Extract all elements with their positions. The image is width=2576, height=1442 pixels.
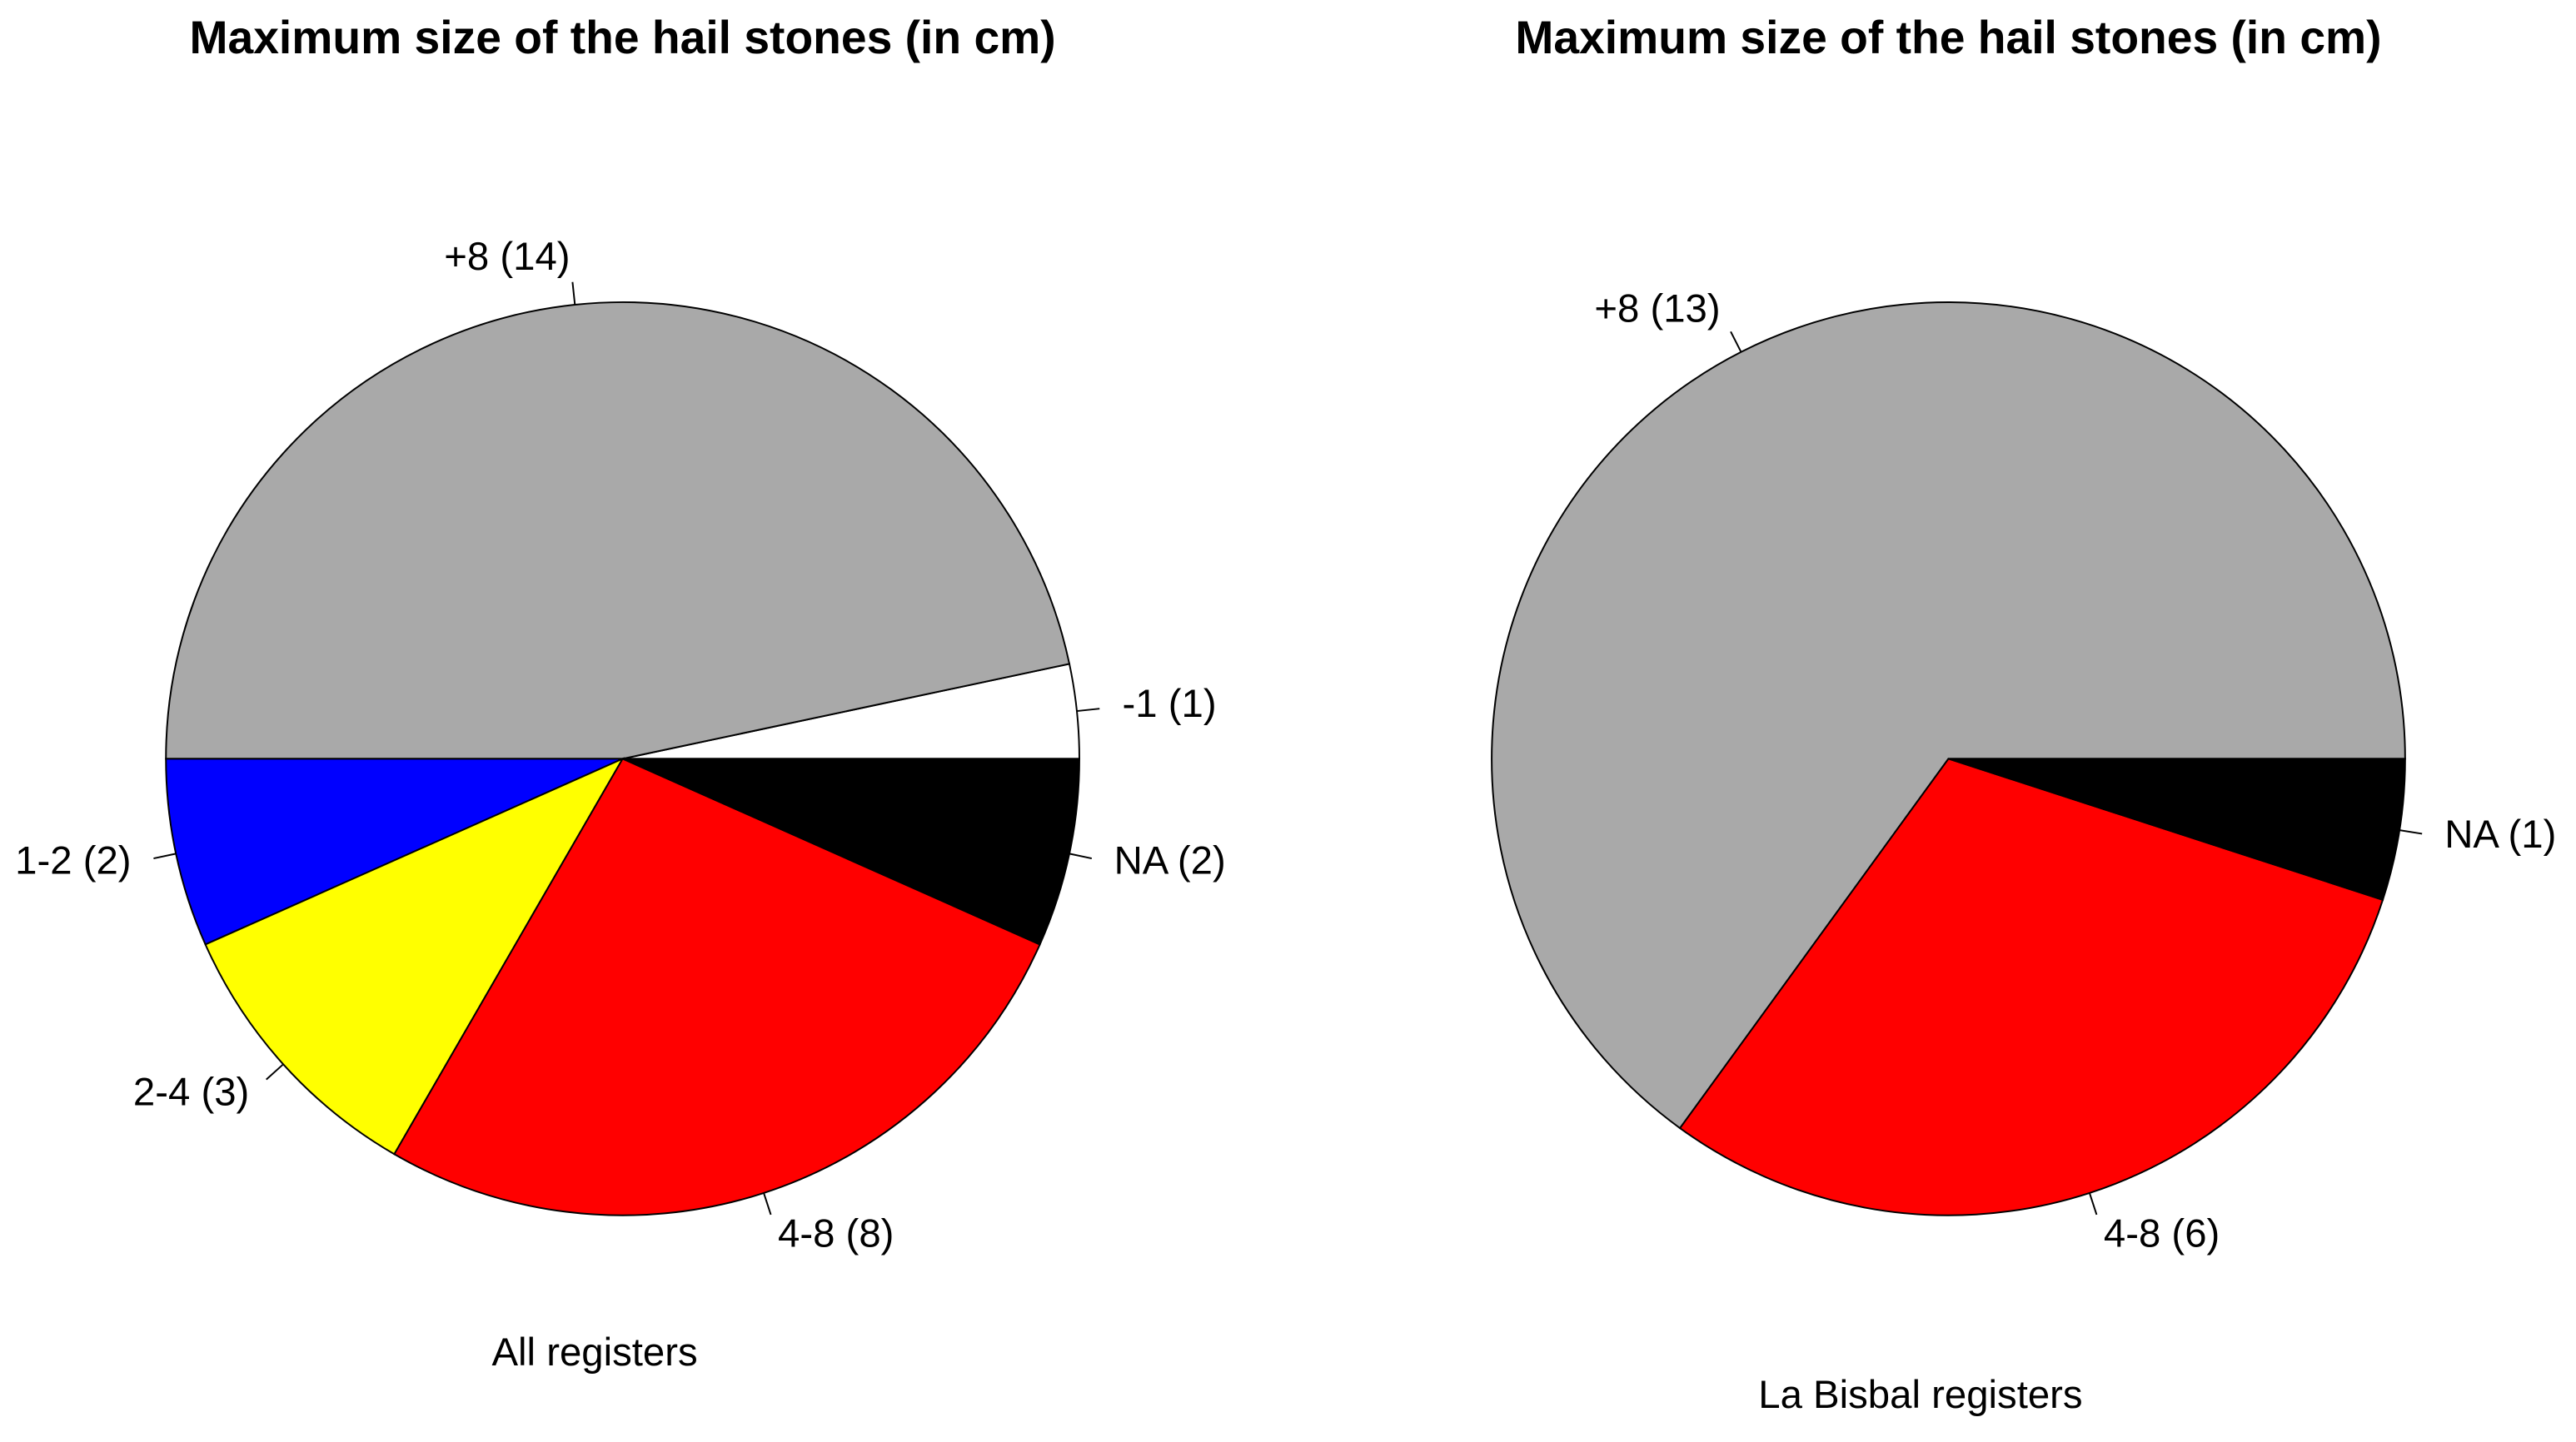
label-tick — [153, 853, 177, 860]
label-tick — [1076, 708, 1100, 713]
label-tick — [1730, 331, 1742, 353]
pie-slice — [165, 301, 1071, 760]
slice-label: -1 (1) — [1123, 682, 1217, 726]
label-tick — [763, 1192, 772, 1216]
subtitle: La Bisbal registers — [1758, 1373, 2082, 1417]
slice-label: 2-4 (3) — [133, 1070, 249, 1114]
label-tick — [2088, 1192, 2098, 1216]
slice-label: +8 (14) — [444, 235, 570, 279]
subtitle: All registers — [491, 1330, 697, 1375]
slice-label: 4-8 (6) — [2104, 1212, 2220, 1256]
slice-label: +8 (13) — [1594, 286, 1720, 331]
slice-label: NA (1) — [2444, 813, 2556, 857]
chart-title: Maximum size of the hail stones (in cm) — [190, 12, 1056, 63]
slice-label: 4-8 (8) — [778, 1212, 894, 1256]
label-tick — [571, 281, 576, 306]
slice-label: 1-2 (2) — [15, 838, 131, 883]
label-tick — [1069, 853, 1093, 860]
slice-label: NA (2) — [1114, 838, 1226, 883]
pie-slice — [1678, 758, 2384, 1216]
pie-slice — [1491, 301, 2406, 1130]
chart-title: Maximum size of the hail stones (in cm) — [1515, 12, 2381, 63]
pie-slice — [1948, 758, 2406, 902]
label-tick — [2399, 829, 2423, 835]
label-tick — [266, 1063, 284, 1081]
